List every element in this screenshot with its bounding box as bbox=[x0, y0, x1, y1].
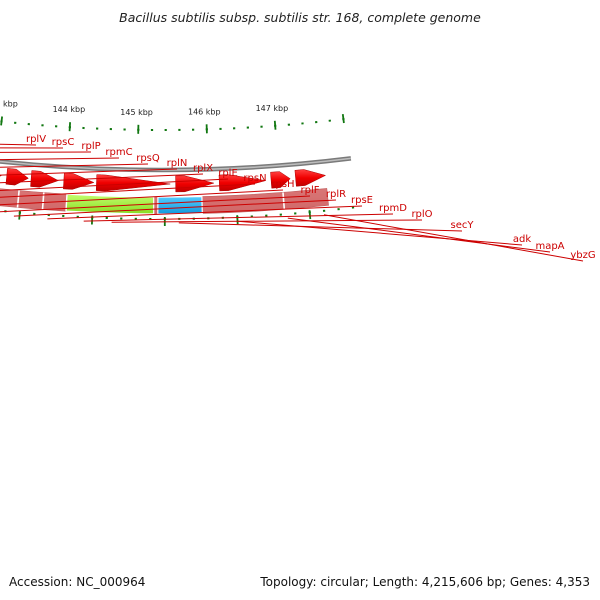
leader-line-rpmc bbox=[0, 157, 120, 161]
gene-label-rpsc: rpsC bbox=[52, 137, 75, 148]
gene-label-mapa: mapA bbox=[535, 241, 564, 252]
leader-line-rpln bbox=[0, 168, 178, 176]
leader-line-rpsq bbox=[0, 163, 149, 168]
leader-line-rplp bbox=[0, 151, 92, 153]
gene-label-rplp: rplP bbox=[81, 141, 100, 152]
leader-line-rpsn bbox=[0, 183, 256, 198]
leader-line-adk bbox=[237, 220, 523, 246]
gene-boundary bbox=[282, 192, 286, 210]
gene-label-rplo: rplO bbox=[411, 209, 432, 220]
outer-major-tick bbox=[308, 210, 312, 220]
gene-arrow bbox=[218, 174, 266, 192]
leader-line-ybzg bbox=[323, 214, 584, 262]
leader-line-rplf bbox=[0, 195, 311, 213]
gene-block-adk bbox=[157, 195, 203, 215]
gene-label-rplx: rplX bbox=[193, 163, 213, 174]
gene-label-rplf: rplF bbox=[301, 185, 320, 196]
genome-summary-text: Topology: circular; Length: 4,215,606 bp… bbox=[260, 575, 590, 589]
scale-label: 144 kbp bbox=[53, 105, 86, 114]
gene-arrow bbox=[30, 170, 59, 188]
backbone-highlight bbox=[0, 157, 351, 171]
gene-label-rple: rplE bbox=[218, 168, 238, 179]
gene-arrow bbox=[175, 175, 215, 193]
outer-major-tick bbox=[236, 215, 239, 225]
scale-label: 143 kbp bbox=[0, 100, 18, 109]
leader-line-mapa bbox=[287, 217, 551, 253]
leader-line-rplx bbox=[0, 173, 204, 184]
gene-arrow bbox=[270, 171, 291, 189]
scale-major-tick bbox=[0, 116, 3, 126]
gene-label-rpsh: rpsH bbox=[271, 179, 294, 190]
scale-label: 145 kbp bbox=[120, 108, 153, 117]
leader-line-rpmd bbox=[83, 213, 394, 222]
gene-label-secy: secY bbox=[451, 220, 475, 231]
gene-arrow bbox=[294, 169, 327, 187]
gene-label-rpsn: rpsN bbox=[243, 173, 266, 184]
leader-line-rple bbox=[0, 178, 229, 192]
gene-label-rpsq: rpsQ bbox=[136, 153, 160, 164]
gene-callouts: rplV rpsC rplP rpmC rpsQ rplN rplX rplE rpsN rpsH… bbox=[0, 134, 596, 262]
gene-label-ybzg: ybzG bbox=[570, 250, 595, 261]
accession-text: Accession: NC_000964 bbox=[9, 575, 146, 589]
gene-label-adk: adk bbox=[513, 234, 531, 245]
gene-label-rpmd: rpmD bbox=[379, 203, 407, 214]
leader-line-rplo bbox=[111, 219, 423, 223]
gene-label-rplv: rplV bbox=[26, 134, 46, 145]
gene-label-rpln: rplN bbox=[167, 158, 188, 169]
genome-backbone bbox=[0, 156, 352, 173]
gene-arrow bbox=[5, 168, 29, 186]
gene-label-rpmc: rpmC bbox=[105, 147, 132, 158]
gene-label-rplr: rplR bbox=[326, 189, 346, 200]
leader-line-secy bbox=[178, 222, 463, 232]
map-title: Bacillus subtilis subsp. subtilis str. 1… bbox=[119, 10, 481, 25]
gene-track-inner bbox=[0, 168, 327, 193]
gene-boundary bbox=[16, 190, 20, 208]
scale-tick-marks bbox=[0, 113, 345, 134]
scale-label: 146 kbp bbox=[188, 107, 221, 116]
scale-major-tick bbox=[273, 120, 277, 130]
scale-major-tick bbox=[341, 113, 345, 124]
scale-major-tick bbox=[68, 122, 71, 132]
scale-label: 147 kbp bbox=[256, 104, 289, 113]
leader-line-rpsh bbox=[0, 189, 284, 206]
outer-major-tick bbox=[18, 210, 21, 220]
leader-line-rplr bbox=[13, 199, 337, 217]
leader-line-rpse bbox=[47, 205, 363, 220]
gene-label-rpse: rpsE bbox=[351, 195, 373, 206]
gene-arrow bbox=[95, 174, 171, 192]
